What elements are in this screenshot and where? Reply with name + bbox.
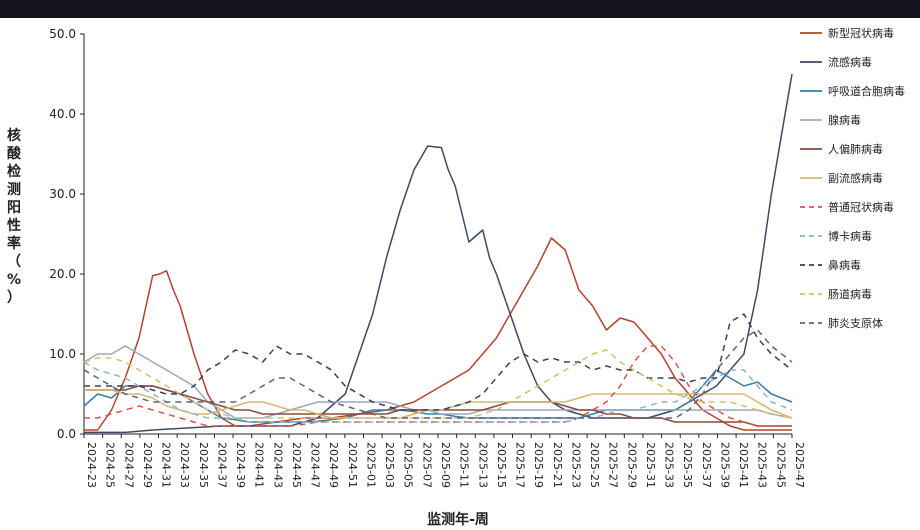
series-line-1 — [84, 237, 792, 431]
legend-label: 鼻病毒 — [828, 258, 861, 272]
legend-label: 肠道病毒 — [828, 287, 872, 301]
y-axis-label-char: 酸 — [7, 145, 22, 162]
x-tick-label: 2025-13 — [476, 442, 489, 488]
legend-label: 副流感病毒 — [828, 171, 883, 185]
series-line-9 — [84, 313, 793, 411]
x-tick-label: 2025-01 — [364, 442, 377, 488]
x-tick-label: 2025-27 — [607, 442, 620, 488]
series-line-10 — [83, 349, 793, 419]
y-tick-label: 30.0 — [49, 187, 76, 201]
y-axis-label-char: 测 — [7, 181, 21, 198]
x-tick-label: 2024-25 — [104, 442, 117, 488]
series-layer — [83, 73, 793, 434]
legend-label: 人偏肺病毒 — [828, 142, 883, 156]
series-line-2 — [84, 73, 793, 434]
y-axis-label-char: % — [7, 272, 21, 288]
x-tick-label: 2025-23 — [569, 442, 582, 488]
y-tick-label: 10.0 — [49, 347, 76, 361]
series-line-5 — [84, 385, 792, 427]
series-line-8 — [83, 361, 793, 423]
x-tick-label: 2024-27 — [122, 442, 135, 488]
x-tick-label: 2024-23 — [85, 442, 98, 488]
y-axis-label-char: 检 — [7, 163, 21, 180]
x-tick-label: 2024-33 — [178, 442, 191, 488]
x-tick-label: 2024-43 — [271, 442, 284, 488]
x-axis: 2024-23 2024-25 2024-27 2024-29 2024-31 2024-… — [83, 433, 806, 488]
x-tick-label: 2025-07 — [420, 442, 433, 488]
x-tick-label: 2025-09 — [439, 442, 452, 488]
x-tick-label: 2024-51 — [346, 442, 359, 488]
legend-label: 博卡病毒 — [828, 229, 872, 243]
x-tick-label: 2024-45 — [290, 442, 303, 488]
y-axis-label-char: （ — [7, 254, 21, 270]
legend-label: 腺病毒 — [828, 113, 861, 127]
x-tick-label: 2024-41 — [253, 442, 266, 488]
x-tick-label: 2025-25 — [588, 442, 601, 488]
legend-label: 流感病毒 — [828, 55, 872, 69]
y-axis-label-char: ） — [7, 290, 21, 306]
y-tick-label: 50.0 — [49, 27, 76, 41]
y-axis-label: 核酸检测阳性率 （% ） — [7, 127, 22, 306]
y-tick-label: 20.0 — [49, 267, 76, 281]
x-tick-label: 2025-45 — [774, 442, 787, 488]
series-line-11 — [83, 329, 793, 419]
x-tick-label: 2025-15 — [495, 442, 508, 488]
legend-label: 呼吸道合胞病毒 — [828, 84, 905, 98]
x-tick-label: 2024-47 — [309, 442, 322, 488]
x-tick-label: 2025-31 — [644, 442, 657, 488]
x-tick-label: 2025-05 — [402, 442, 415, 488]
x-tick-label: 2025-17 — [514, 442, 527, 488]
x-tick-label: 2025-33 — [663, 442, 676, 488]
y-tick-label: 0.0 — [57, 427, 76, 441]
x-tick-label: 2025-35 — [681, 442, 694, 488]
x-tick-label: 2025-37 — [700, 442, 713, 488]
x-tick-label: 2024-29 — [141, 442, 154, 488]
x-tick-label: 2025-19 — [532, 442, 545, 488]
x-tick-label: 2025-21 — [551, 442, 564, 488]
legend-label: 肺炎支原体 — [828, 316, 883, 330]
y-axis: 0.0 10.0 20.0 30.0 40.0 50.0 — [49, 27, 85, 441]
legend: 新型冠状病毒流感病毒呼吸道合胞病毒腺病毒人偏肺病毒副流感病毒普通冠状病毒博卡病毒… — [800, 26, 905, 330]
y-tick-label: 40.0 — [49, 107, 76, 121]
x-tick-label: 2025-29 — [625, 442, 638, 488]
x-tick-label: 2025-47 — [793, 442, 806, 488]
x-tick-label: 2024-35 — [197, 442, 210, 488]
x-tick-label: 2025-41 — [737, 442, 750, 488]
x-tick-label: 2024-39 — [234, 442, 247, 488]
x-tick-label: 2025-43 — [756, 442, 769, 488]
y-axis-label-char: 性 — [7, 217, 21, 234]
x-axis-label: 监测年-周 — [427, 511, 489, 528]
x-tick-label: 2024-31 — [160, 442, 173, 488]
y-axis-label-char: 率 — [7, 235, 21, 252]
x-tick-label: 2025-03 — [383, 442, 396, 488]
top-bar — [0, 0, 920, 18]
series-line-4 — [83, 345, 793, 419]
x-tick-label: 2025-11 — [458, 442, 471, 488]
y-axis-label-char: 核 — [7, 127, 21, 144]
x-tick-label: 2024-37 — [215, 442, 228, 488]
x-tick-label: 2025-39 — [718, 442, 731, 488]
legend-label: 新型冠状病毒 — [828, 26, 894, 40]
legend-label: 普通冠状病毒 — [828, 200, 894, 214]
x-tick-label: 2024-49 — [327, 442, 340, 488]
y-axis-label-char: 阳 — [7, 200, 21, 216]
